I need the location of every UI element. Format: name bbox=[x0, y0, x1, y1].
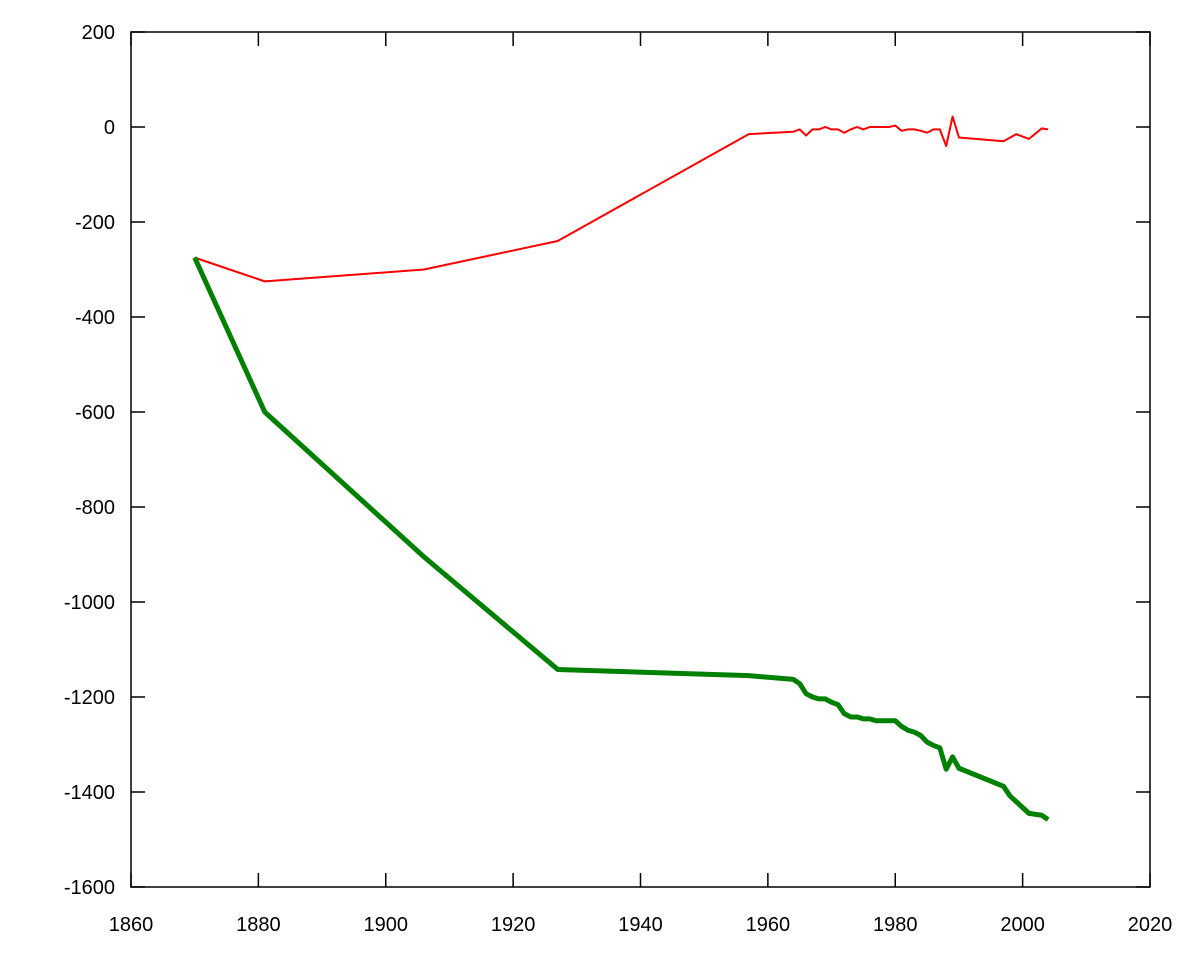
y-tick-label: -1400 bbox=[64, 782, 115, 804]
series-line-2 bbox=[192, 256, 1050, 822]
x-tick-label: 1880 bbox=[236, 914, 281, 936]
y-tick-label: -600 bbox=[75, 402, 115, 424]
y-tick-label: 0 bbox=[104, 117, 115, 139]
x-tick-label: 1980 bbox=[873, 914, 918, 936]
y-tick-label: -800 bbox=[75, 497, 115, 519]
y-tick-label: -1000 bbox=[64, 592, 115, 614]
y-tick-label: -1600 bbox=[64, 877, 115, 899]
x-tick-label: 1860 bbox=[109, 914, 154, 936]
axis-ticks bbox=[130, 31, 1151, 888]
y-tick-label: -200 bbox=[75, 212, 115, 234]
series-lines bbox=[192, 115, 1050, 822]
x-tick-label: 2000 bbox=[1000, 914, 1045, 936]
axis-tick-labels: 1860 1880 1900 1920 1940 1960 1980 2000 20202000… bbox=[64, 22, 1172, 936]
series-line-1 bbox=[194, 115, 1049, 283]
x-tick-label: 1940 bbox=[618, 914, 663, 936]
y-tick-label: -1200 bbox=[64, 687, 115, 709]
y-tick-label: -400 bbox=[75, 307, 115, 329]
y-tick-label: 200 bbox=[82, 22, 115, 44]
x-tick-label: 2020 bbox=[1128, 914, 1173, 936]
x-tick-label: 1960 bbox=[746, 914, 791, 936]
plot-frame bbox=[130, 31, 1151, 888]
x-tick-label: 1900 bbox=[364, 914, 409, 936]
x-tick-label: 1920 bbox=[491, 914, 536, 936]
